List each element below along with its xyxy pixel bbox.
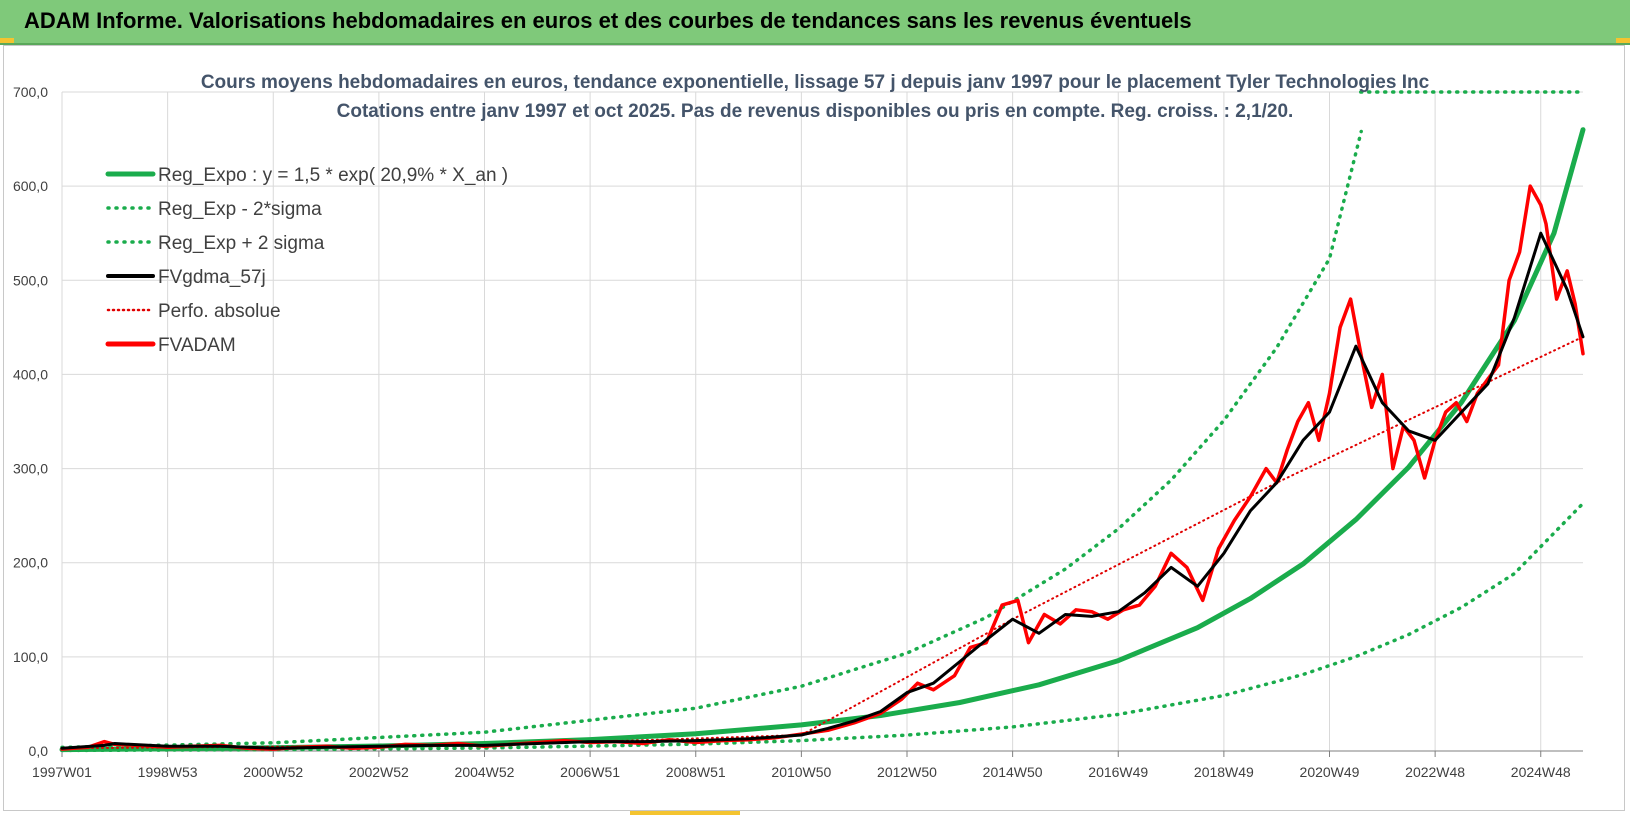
x-tick-label: 2000W52 (243, 764, 303, 780)
legend-label: FVgdma_57j (158, 267, 266, 288)
x-tick-label: 2024W48 (1511, 764, 1571, 780)
title-banner: ADAM Informe. Valorisations hebdomadaire… (0, 0, 1630, 45)
series-fvadam (60, 184, 1585, 751)
series-reg-exp-2-sigma (60, 501, 1585, 753)
corner-accent-right (1616, 38, 1630, 43)
chart-title-line1: Cours moyens hebdomadaires en euros, ten… (201, 72, 1430, 93)
legend-label: Perfo. absolue (158, 301, 281, 322)
x-tick-label: 2002W52 (349, 764, 409, 780)
x-tick-label: 2012W50 (877, 764, 937, 780)
y-tick-label: 400,0 (13, 366, 48, 382)
x-tick-label: 2004W52 (455, 764, 515, 780)
y-tick-label: 0,0 (29, 743, 49, 759)
chart-frame (3, 45, 1625, 811)
x-tick-label: 2020W49 (1300, 764, 1360, 780)
y-tick-label: 500,0 (13, 272, 48, 288)
series-fvgdma-57j (60, 231, 1585, 750)
legend-label: FVADAM (158, 335, 236, 356)
legend-label: Reg_Expo : y = 1,5 * exp( 20,9% * X_an ) (158, 165, 508, 186)
x-tick-label: 2008W51 (666, 764, 726, 780)
x-tick-label: 1997W01 (32, 764, 92, 780)
grid (61, 91, 1583, 752)
series-perfo-absolue (61, 335, 1584, 750)
legend: Reg_Expo : y = 1,5 * exp( 20,9% * X_an )… (105, 165, 508, 356)
corner-accent-left (0, 38, 14, 43)
series (59, 90, 1586, 753)
x-tick-label: 2018W49 (1194, 764, 1254, 780)
bottom-accent (630, 811, 740, 815)
legend-label: Reg_Exp - 2*sigma (158, 199, 322, 220)
axes: 0,0 100,0 200,0 300,0 400,0 500,0 600,0 700,0 19… (13, 84, 1583, 780)
y-tick-label: 300,0 (13, 461, 48, 477)
legend-label: Reg_Exp + 2 sigma (158, 233, 325, 254)
x-tick-label: 2022W48 (1405, 764, 1465, 780)
x-tick-label: 2014W50 (983, 764, 1043, 780)
x-tick-label: 2006W51 (560, 764, 620, 780)
x-tick-label: 2010W50 (771, 764, 831, 780)
x-tick-label: 2016W49 (1088, 764, 1148, 780)
y-tick-label: 600,0 (13, 178, 48, 194)
banner-title: ADAM Informe. Valorisations hebdomadaire… (24, 8, 1192, 33)
chart-title-line2: Cotations entre janv 1997 et oct 2025. P… (337, 101, 1294, 122)
y-tick-label: 200,0 (13, 555, 48, 571)
series-reg-exp-2-sigma (60, 129, 1363, 750)
y-tick-label: 700,0 (13, 84, 48, 100)
x-tick-label: 1998W53 (138, 764, 198, 780)
y-tick-label: 100,0 (13, 649, 48, 665)
